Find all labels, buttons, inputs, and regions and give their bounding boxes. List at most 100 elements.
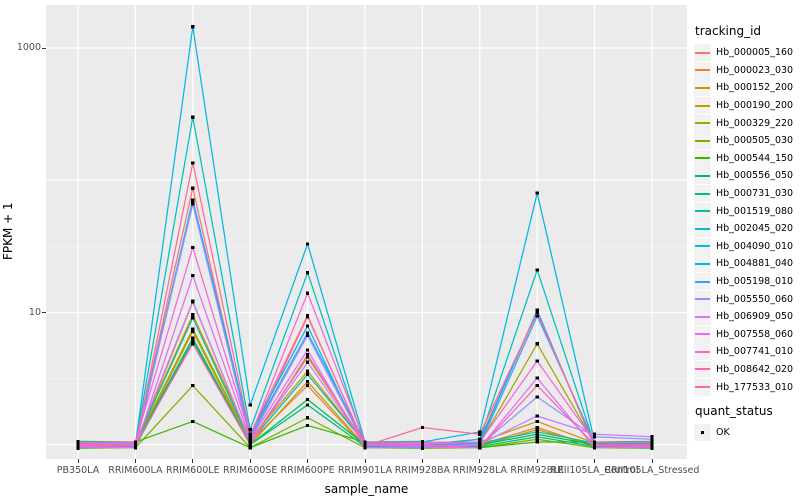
legend-entry-Hb_000005_160: Hb_000005_160 [694, 44, 798, 62]
data-point [535, 308, 539, 312]
data-point [248, 437, 252, 441]
legend-key-line-icon [694, 378, 711, 396]
data-point [650, 435, 654, 439]
data-point [306, 242, 310, 246]
legend-entry-Hb_000731_030: Hb_000731_030 [694, 185, 798, 203]
legend-key-line-icon [694, 79, 711, 97]
legend-entry-quant-ok: OK [694, 424, 798, 442]
data-point [306, 271, 310, 275]
data-point [535, 437, 539, 441]
data-point [191, 25, 195, 29]
x-tick-label-RRIM928BA: RRIM928BA [394, 465, 451, 476]
y-tick-mark [42, 312, 46, 313]
legend-key-line-icon [694, 360, 711, 378]
x-tick-label-RRIM928LA: RRIM928LA [452, 465, 507, 476]
legend-entry-Hb_000329_220: Hb_000329_220 [694, 114, 798, 132]
data-point [306, 360, 310, 364]
x-tick-label-RRIM600LA: RRIM600LA [108, 465, 163, 476]
data-point [650, 437, 654, 441]
x-tick-label-RRIM600SE: RRIM600SE [223, 465, 278, 476]
data-point [535, 395, 539, 399]
legend-entry-label: Hb_001519_080 [716, 205, 794, 217]
data-point [191, 313, 195, 317]
data-point [478, 446, 482, 450]
legend-tracking-entries: Hb_000005_160 Hb_000023_030 Hb_000152_200 H… [694, 44, 798, 396]
data-point [306, 355, 310, 359]
x-tick-label-RRIM928LE: RRIM928LE [510, 465, 565, 476]
data-point [535, 359, 539, 363]
data-point [191, 336, 195, 340]
data-point [535, 191, 539, 195]
legend-entry-Hb_000190_200: Hb_000190_200 [694, 97, 798, 115]
data-point [306, 403, 310, 407]
x-tick-mark [307, 459, 309, 463]
data-point [306, 333, 310, 338]
legend-key-line-icon [694, 114, 711, 132]
legend-key-line-icon [694, 237, 711, 255]
data-point [363, 440, 367, 444]
data-point [650, 440, 654, 445]
legend-key-line-icon [694, 220, 711, 238]
data-point [191, 198, 195, 202]
legend-key-line-icon [694, 185, 711, 203]
data-point [133, 446, 137, 450]
legend-entry-label: Hb_000731_030 [716, 188, 794, 200]
legend-entry-Hb_001519_080: Hb_001519_080 [694, 202, 798, 220]
data-point [535, 440, 539, 444]
y-tick-label: 10 [28, 306, 41, 318]
x-axis-title: sample_name [324, 482, 409, 496]
plot-panel [46, 5, 687, 459]
x-tick-label-RRIM901LA: RRIM901LA [337, 465, 393, 476]
x-tick-mark [249, 459, 251, 463]
x-tick-label-RRII105LA_Stressed: RRII105LA_Stressed [604, 465, 700, 476]
legend-entry-label: Hb_000152_200 [716, 82, 794, 94]
data-point [420, 440, 424, 445]
data-point [593, 435, 597, 439]
data-point [420, 425, 424, 430]
legend-entry-label: Hb_006909_050 [716, 311, 794, 323]
legend-key-line-icon [694, 202, 711, 220]
y-tick-mark [42, 47, 46, 49]
legend-entry-label: Hb_000544_150 [716, 152, 794, 164]
data-point [248, 446, 252, 450]
data-point [191, 186, 195, 190]
legend-key-line-icon [694, 273, 711, 291]
data-point [306, 416, 310, 420]
data-point [248, 435, 252, 439]
legend-entry-Hb_005198_010: Hb_005198_010 [694, 273, 798, 291]
x-tick-label-RRIM600LE: RRIM600LE [165, 465, 220, 476]
x-tick-mark [134, 459, 136, 463]
data-point [306, 369, 310, 373]
data-point [191, 419, 195, 424]
legend-entry-label: Hb_177533_010 [716, 381, 794, 393]
x-tick-mark [479, 459, 481, 463]
legend-entry-label: Hb_007558_060 [716, 328, 794, 340]
data-point [248, 443, 252, 447]
data-point [650, 444, 654, 448]
data-point [535, 430, 539, 434]
data-point [306, 423, 310, 428]
legend-entry-Hb_006909_050: Hb_006909_050 [694, 308, 798, 326]
data-point [535, 414, 539, 418]
data-point [133, 440, 137, 444]
data-point [478, 442, 482, 446]
data-point [306, 380, 310, 384]
data-point [306, 372, 310, 377]
data-point [191, 161, 195, 165]
legend-entry-label: Hb_005198_010 [716, 276, 794, 288]
data-point [535, 314, 539, 318]
legend-key-line-icon [694, 255, 711, 273]
data-point [306, 324, 310, 328]
data-point [420, 443, 424, 447]
y-tick-label: 1000 [16, 42, 41, 53]
data-point [306, 397, 310, 402]
data-point [191, 342, 195, 346]
x-tick-label-RRII105LA_Control: RRII105LA_Control [550, 465, 639, 476]
legend-entry-label: Hb_000005_160 [716, 47, 794, 59]
data-point [191, 115, 195, 119]
data-point [478, 437, 482, 441]
legend-entry-label: Hb_000190_200 [716, 100, 794, 112]
data-point [535, 428, 539, 432]
data-point [248, 432, 252, 436]
legend-entry-label: Hb_000556_050 [716, 170, 794, 182]
